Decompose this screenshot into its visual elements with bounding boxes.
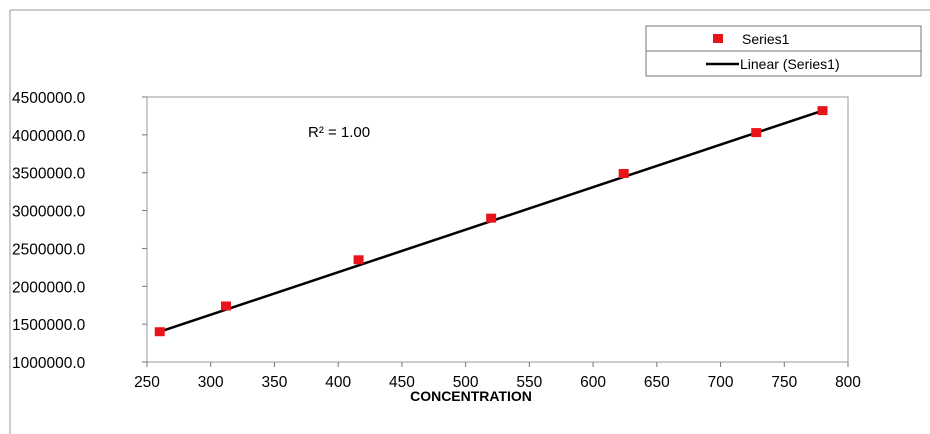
x-tick-label: 750: [771, 374, 797, 391]
legend-marker-series1: [713, 34, 723, 43]
legend: Series1 Linear (Series1): [645, 25, 922, 77]
data-point: [486, 213, 497, 223]
x-tick-label: 600: [580, 374, 606, 391]
y-tick-label: 1000000.0: [12, 355, 86, 372]
y-tick-label: 2500000.0: [12, 241, 86, 258]
y-tick-label: 3500000.0: [12, 166, 86, 183]
data-point: [154, 327, 165, 337]
y-tick-label: 4000000.0: [12, 128, 86, 145]
x-tick-label: 650: [644, 374, 670, 391]
x-tick-label: 400: [325, 374, 351, 391]
x-tick-label: 350: [262, 374, 288, 391]
y-axis: 1000000.0 1500000.0 2000000.0 2500000.0 3000…: [12, 90, 147, 372]
x-tick-label: 500: [453, 374, 479, 391]
legend-label-linear: Linear (Series1): [740, 56, 840, 72]
data-point: [817, 106, 828, 116]
x-axis-title: CONCENTRATION: [410, 388, 532, 404]
y-tick-label: 1500000.0: [12, 317, 86, 334]
x-axis: 250 300 350 400 450 500 550 600 650 700 750 800: [134, 362, 861, 391]
y-tick-label: 2000000.0: [12, 279, 86, 296]
r-squared-annotation: R² = 1.00: [308, 124, 370, 141]
x-tick-label: 550: [516, 374, 542, 391]
x-tick-label: 450: [389, 374, 415, 391]
legend-label-series1: Series1: [742, 31, 790, 47]
data-point: [221, 301, 232, 311]
x-tick-label: 250: [134, 374, 160, 391]
series-layer: [154, 106, 828, 337]
data-point: [618, 168, 629, 178]
y-tick-label: 3000000.0: [12, 204, 86, 221]
data-point: [353, 255, 364, 265]
y-tick-label: 4500000.0: [12, 90, 86, 107]
x-tick-label: 700: [708, 374, 734, 391]
data-point: [751, 128, 762, 138]
x-tick-label: 800: [835, 374, 861, 391]
x-tick-label: 300: [198, 374, 224, 391]
plot-area: [146, 96, 849, 363]
